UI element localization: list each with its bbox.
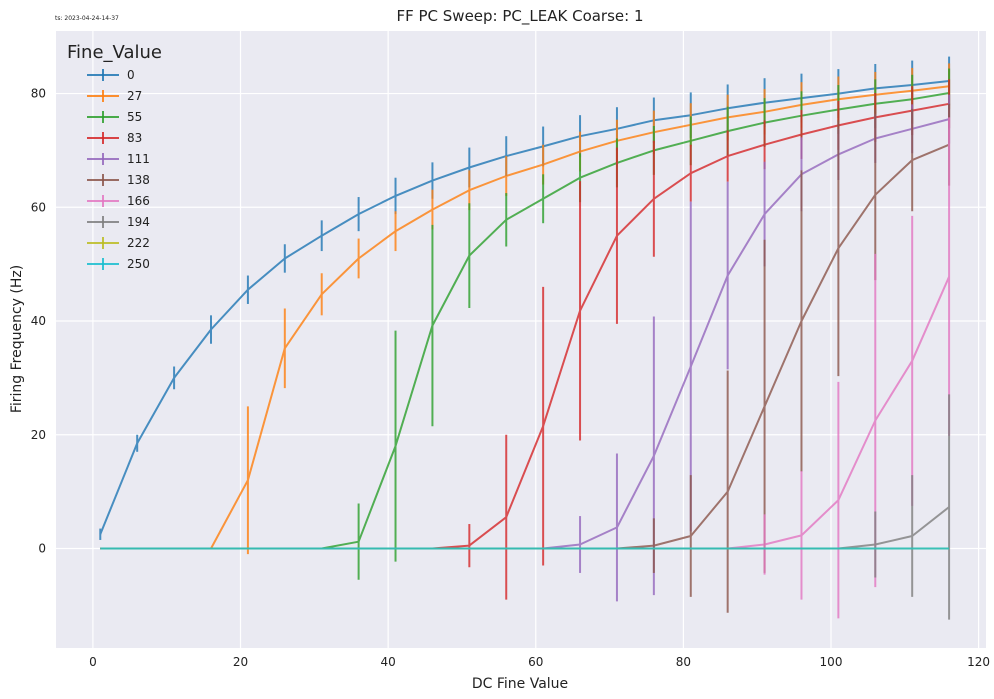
legend: Fine_Value 0 27 55 83 111 138 166 194 222 250 <box>67 42 162 271</box>
y-axis-ticks: 0 20 40 60 80 <box>31 87 46 556</box>
series-line <box>99 80 950 535</box>
y-axis-label: Firing Frequency (Hz) <box>9 265 25 413</box>
legend-item: 83 <box>87 131 142 145</box>
x-tick-label: 20 <box>233 655 248 669</box>
y-tick-label: 0 <box>38 541 46 555</box>
legend-label: 111 <box>127 152 150 166</box>
y-tick-label: 80 <box>31 87 46 101</box>
timestamp-label: ts: 2023-04-24-14-37 <box>55 15 119 22</box>
series-layer <box>99 56 951 620</box>
x-tick-label: 80 <box>676 655 691 669</box>
legend-item: 55 <box>87 110 142 124</box>
x-tick-label: 100 <box>820 655 843 669</box>
x-tick-label: 0 <box>89 655 97 669</box>
legend-title: Fine_Value <box>67 42 162 63</box>
legend-item: 0 <box>87 68 135 82</box>
legend-label: 138 <box>127 173 150 187</box>
legend-item: 194 <box>87 215 150 229</box>
legend-label: 194 <box>127 215 150 229</box>
series-line <box>100 85 950 550</box>
x-tick-label: 60 <box>528 655 543 669</box>
legend-items: 0 27 55 83 111 138 166 194 222 250 <box>87 68 150 271</box>
legend-label: 55 <box>127 110 142 124</box>
legend-item: 166 <box>87 194 150 208</box>
legend-label: 83 <box>127 131 142 145</box>
legend-item: 27 <box>87 89 142 103</box>
legend-label: 0 <box>127 68 135 82</box>
legend-label: 250 <box>127 257 150 271</box>
x-axis-ticks: 0 20 40 60 80 100 120 <box>89 655 990 669</box>
y-tick-label: 40 <box>31 314 46 328</box>
y-tick-label: 20 <box>31 428 46 442</box>
legend-label: 222 <box>127 236 150 250</box>
legend-item: 222 <box>87 236 150 250</box>
legend-item: 138 <box>87 173 150 187</box>
x-axis-label: DC Fine Value <box>472 676 568 692</box>
x-tick-label: 120 <box>967 655 990 669</box>
chart-title: FF PC Sweep: PC_LEAK Coarse: 1 <box>396 7 643 26</box>
legend-item: 111 <box>87 152 150 166</box>
legend-label: 166 <box>127 194 150 208</box>
legend-label: 27 <box>127 89 142 103</box>
legend-item: 250 <box>87 257 150 271</box>
x-tick-label: 40 <box>381 655 396 669</box>
y-tick-label: 60 <box>31 200 46 214</box>
